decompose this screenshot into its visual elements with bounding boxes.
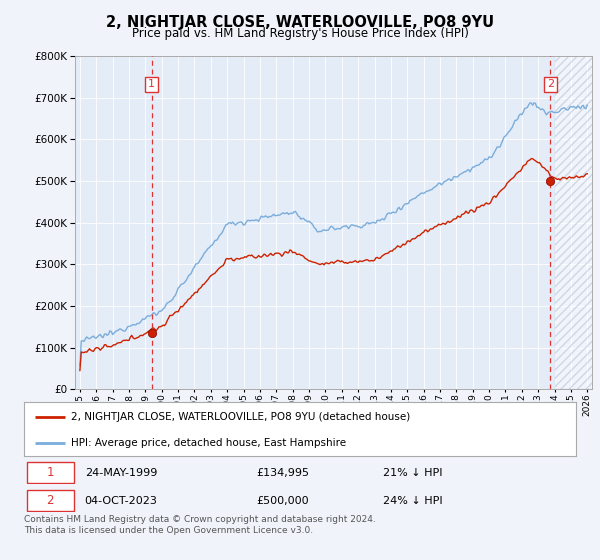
Text: 1: 1 bbox=[148, 80, 155, 90]
Text: £500,000: £500,000 bbox=[256, 496, 308, 506]
Text: 1: 1 bbox=[46, 466, 54, 479]
FancyBboxPatch shape bbox=[27, 490, 74, 511]
Text: 2: 2 bbox=[46, 494, 54, 507]
Text: 2, NIGHTJAR CLOSE, WATERLOOVILLE, PO8 9YU: 2, NIGHTJAR CLOSE, WATERLOOVILLE, PO8 9Y… bbox=[106, 15, 494, 30]
Text: Price paid vs. HM Land Registry's House Price Index (HPI): Price paid vs. HM Land Registry's House … bbox=[131, 27, 469, 40]
Text: 24-MAY-1999: 24-MAY-1999 bbox=[85, 468, 157, 478]
Text: 2, NIGHTJAR CLOSE, WATERLOOVILLE, PO8 9YU (detached house): 2, NIGHTJAR CLOSE, WATERLOOVILLE, PO8 9Y… bbox=[71, 412, 410, 422]
Text: Contains HM Land Registry data © Crown copyright and database right 2024.
This d: Contains HM Land Registry data © Crown c… bbox=[24, 515, 376, 535]
Text: 2: 2 bbox=[547, 80, 554, 90]
Text: £134,995: £134,995 bbox=[256, 468, 309, 478]
Bar bbox=[554, 56, 600, 389]
Text: 21% ↓ HPI: 21% ↓ HPI bbox=[383, 468, 442, 478]
Text: 04-OCT-2023: 04-OCT-2023 bbox=[85, 496, 158, 506]
Text: HPI: Average price, detached house, East Hampshire: HPI: Average price, detached house, East… bbox=[71, 438, 346, 447]
Text: 24% ↓ HPI: 24% ↓ HPI bbox=[383, 496, 442, 506]
FancyBboxPatch shape bbox=[27, 462, 74, 483]
